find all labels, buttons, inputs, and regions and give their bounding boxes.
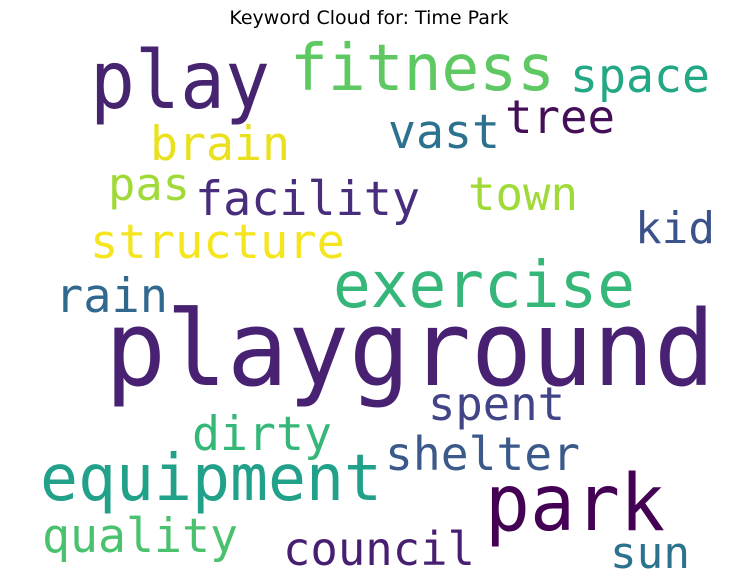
cloud-word: shelter xyxy=(385,427,580,481)
cloud-word: fitness xyxy=(290,32,555,106)
cloud-word: equipment xyxy=(40,442,382,516)
cloud-word: pas xyxy=(108,158,190,211)
cloud-word: rain xyxy=(55,269,168,324)
cloud-word: playground xyxy=(105,288,715,410)
cloud-word: space xyxy=(570,49,710,104)
cloud-word: vast xyxy=(388,105,500,160)
cloud-word: council xyxy=(283,522,475,576)
cloud-word: tree xyxy=(505,90,615,144)
cloud-word: quality xyxy=(42,509,238,564)
chart-title: Keyword Cloud for: Time Park xyxy=(229,7,508,29)
cloud-word: kid xyxy=(635,203,715,254)
cloud-word: facility xyxy=(195,172,420,227)
cloud-word: play xyxy=(90,34,270,127)
cloud-word: structure xyxy=(90,215,345,270)
cloud-word: sun xyxy=(610,528,690,579)
cloud-word: park xyxy=(485,459,665,549)
cloud-word: brain xyxy=(150,117,290,172)
cloud-word: dirty xyxy=(192,407,332,462)
cloud-word: exercise xyxy=(333,249,635,323)
cloud-word: town xyxy=(468,167,578,221)
cloud-word: spent xyxy=(428,377,565,431)
